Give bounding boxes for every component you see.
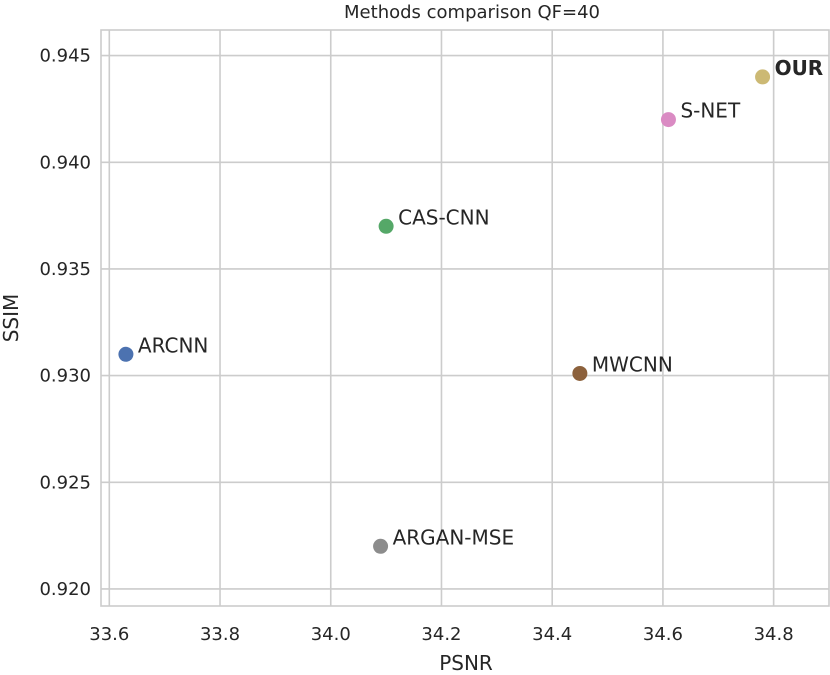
data-point-marker — [378, 218, 394, 234]
data-point-group: MWCNN — [572, 352, 673, 381]
x-tick-label: 34.8 — [754, 624, 794, 645]
data-point-marker — [755, 69, 771, 85]
y-tick-label: 0.930 — [39, 366, 91, 387]
x-axis-ticks: 33.6 33.8 34.0 34.2 34.4 34.6 34.8 — [89, 624, 793, 645]
x-tick-label: 33.6 — [89, 624, 129, 645]
y-tick-label: 0.920 — [39, 579, 91, 600]
x-axis-label: PSNR — [439, 651, 493, 675]
y-tick-label: 0.925 — [39, 472, 91, 493]
chart-title: Methods comparison QF=40 — [344, 2, 600, 23]
data-point-group: CAS-CNN — [378, 205, 490, 234]
y-axis-ticks: 0.920 0.925 0.930 0.935 0.940 0.945 — [39, 46, 91, 600]
grid-lines — [101, 30, 829, 606]
data-points: ARCNN CAS-CNN ARGAN-MSE MWCNN S-NET OUR — [118, 56, 823, 554]
data-point-label: CAS-CNN — [398, 205, 489, 229]
data-point-group: OUR — [755, 56, 823, 85]
data-point-marker — [660, 112, 676, 128]
x-tick-label: 34.0 — [311, 624, 351, 645]
y-axis-label: SSIM — [0, 294, 23, 343]
data-point-marker — [373, 538, 389, 554]
x-tick-label: 33.8 — [200, 624, 240, 645]
y-tick-label: 0.945 — [39, 46, 91, 67]
x-tick-label: 34.6 — [643, 624, 683, 645]
data-point-marker — [118, 346, 134, 362]
data-point-label: OUR — [775, 56, 824, 80]
data-point-label: ARCNN — [138, 333, 208, 357]
data-point-marker — [572, 365, 588, 381]
y-tick-label: 0.940 — [39, 152, 91, 173]
data-point-label: S-NET — [680, 99, 741, 123]
data-point-group: ARGAN-MSE — [373, 525, 514, 554]
plot-area-frame — [100, 29, 830, 607]
data-point-group: ARCNN — [118, 333, 208, 362]
x-tick-label: 34.2 — [421, 624, 461, 645]
y-tick-label: 0.935 — [39, 259, 91, 280]
x-tick-label: 34.4 — [532, 624, 572, 645]
data-point-group: S-NET — [660, 99, 741, 128]
data-point-label: ARGAN-MSE — [393, 525, 515, 549]
data-point-label: MWCNN — [592, 352, 673, 376]
